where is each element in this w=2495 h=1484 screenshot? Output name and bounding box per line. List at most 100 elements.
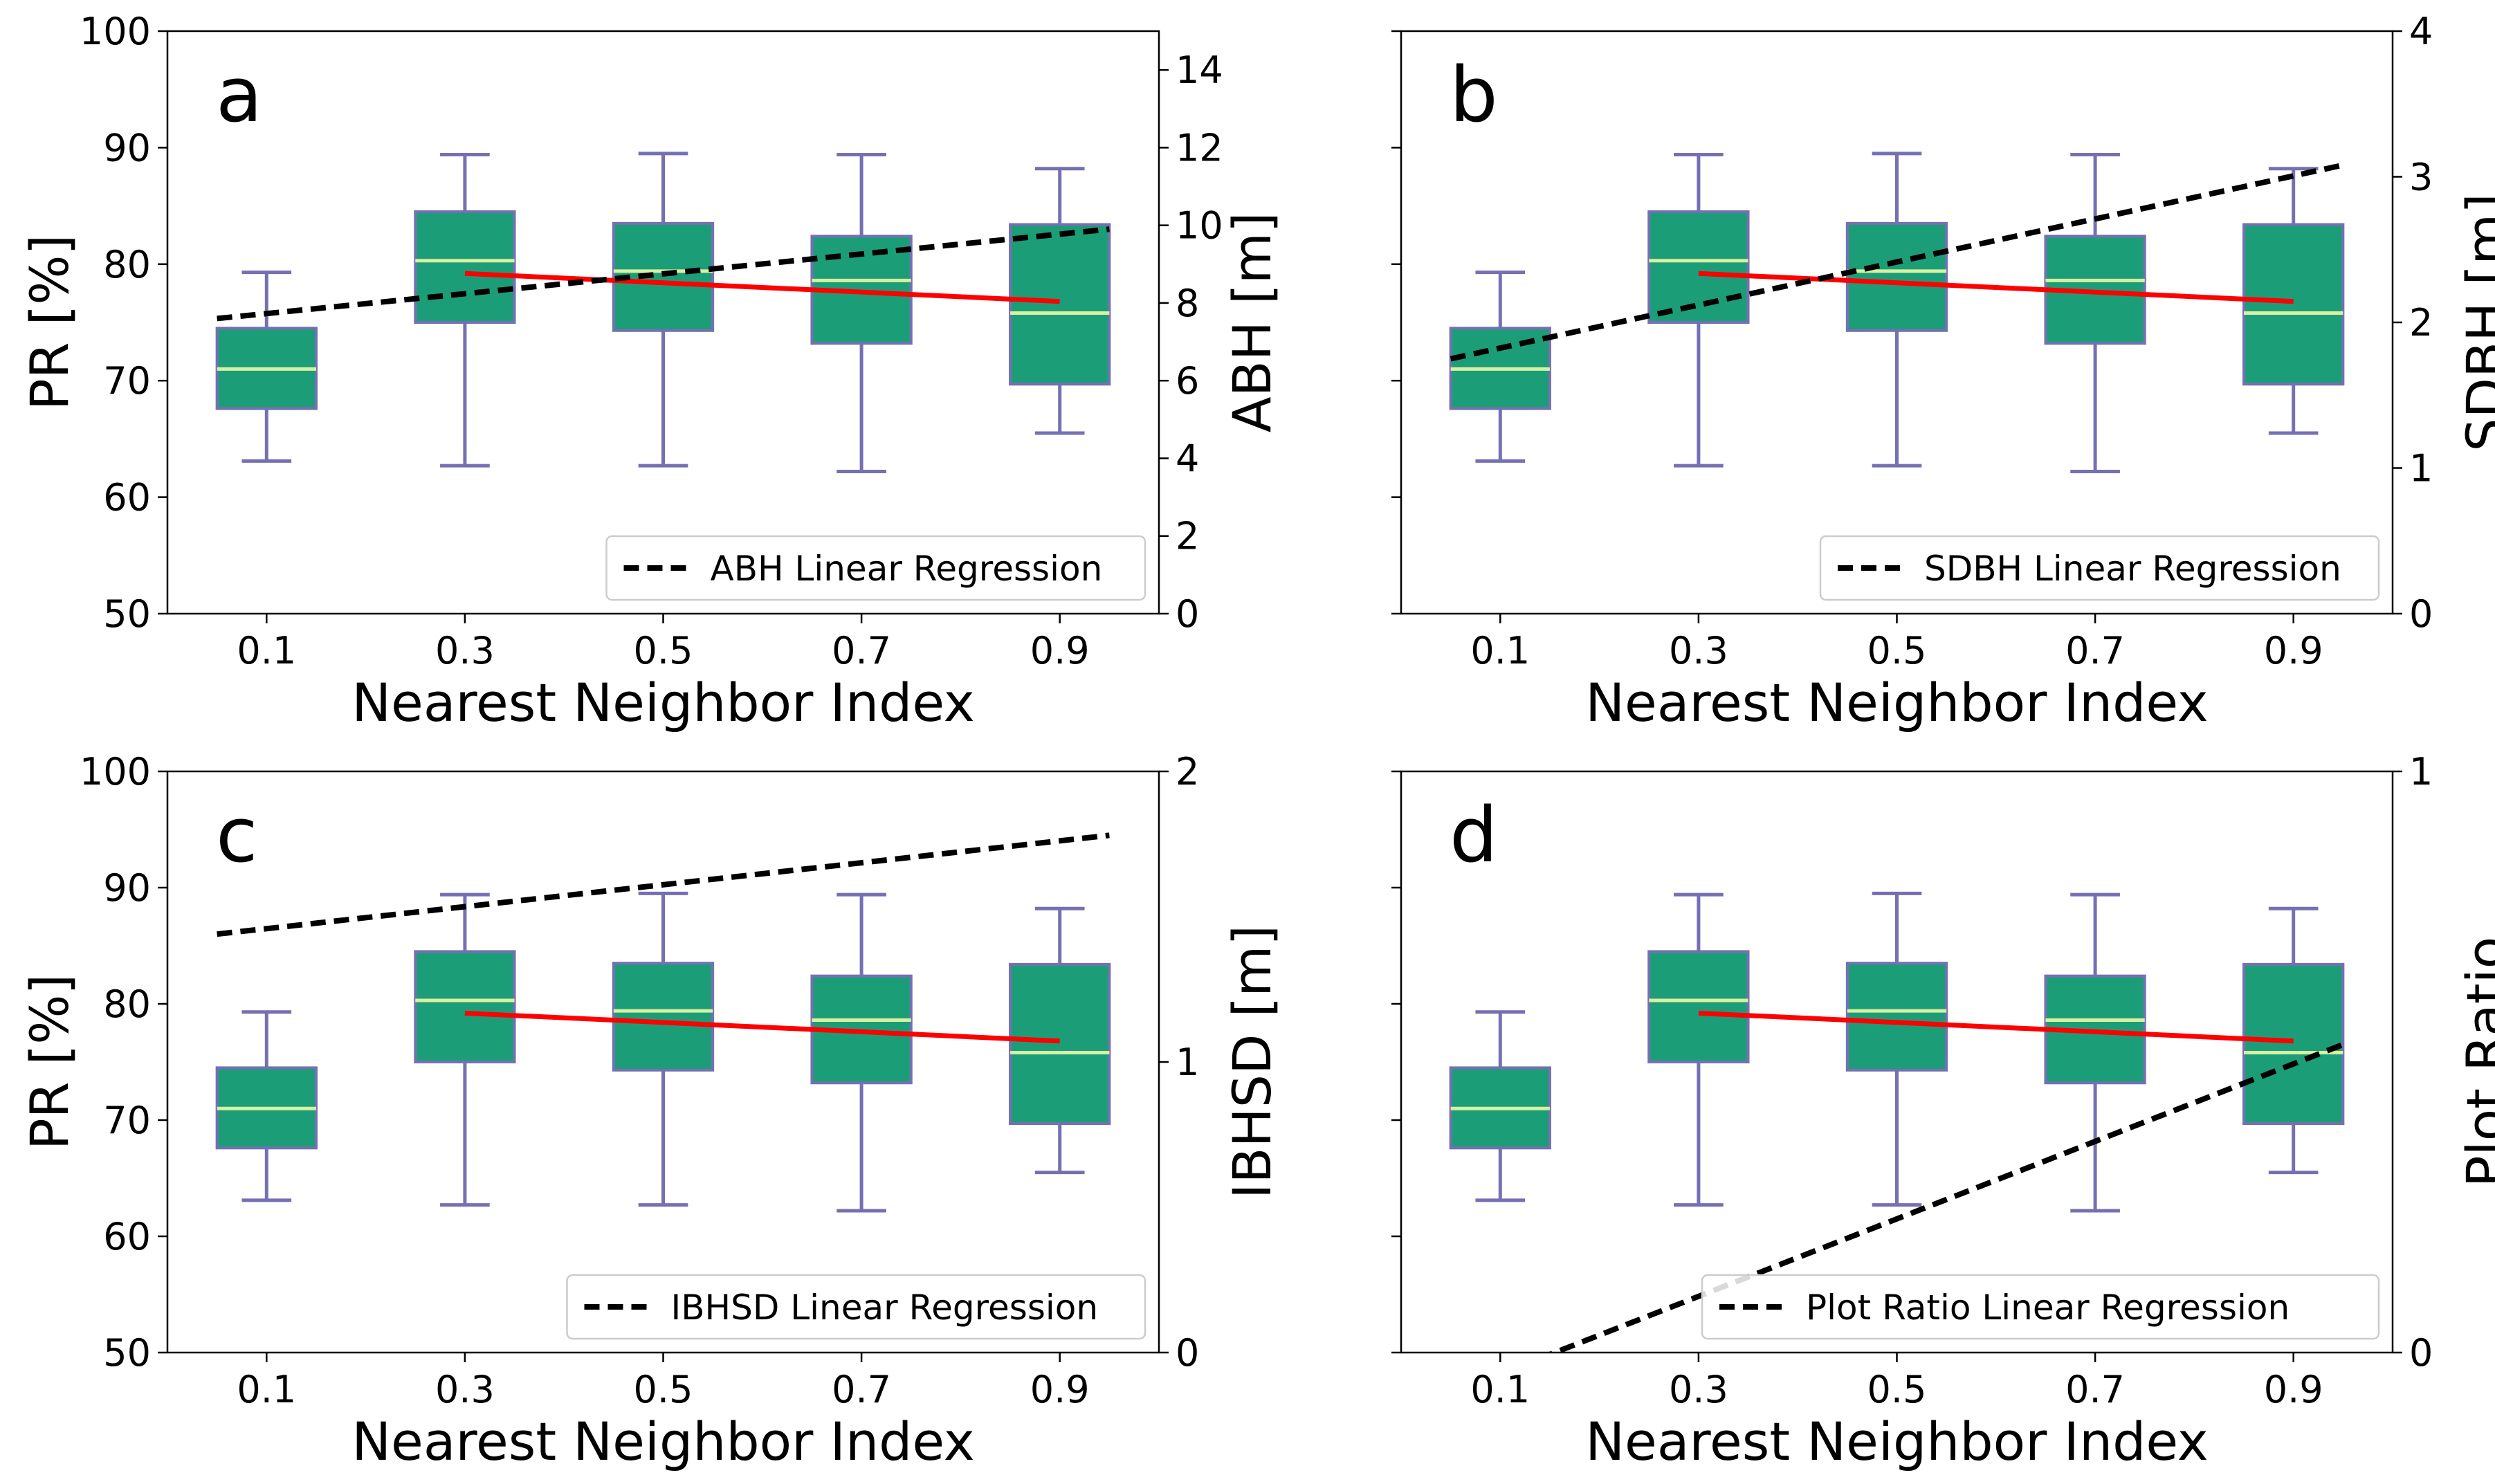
legend-box: [566, 1274, 1146, 1340]
box-iqr: [612, 221, 715, 332]
y-tick-label: 60: [103, 476, 151, 520]
y2-tick-label: 3: [2409, 156, 2433, 199]
legend: SDBH Linear Regression: [1819, 535, 2380, 601]
box-iqr: [2242, 223, 2345, 386]
box-0.7: [810, 892, 913, 1213]
x-axis-label: Nearest Neighbor Index: [351, 672, 975, 733]
y2-tick-label: 2: [2409, 301, 2433, 345]
legend-box: [1819, 535, 2380, 601]
panel-c: 50 60 70 80 90 100 0 1 2 0.1 0.3 0.5 0.7 0.9 Nearest N…: [19, 750, 1283, 1472]
legend-label: IBHSD Linear Regression: [671, 1288, 1099, 1328]
box-0.3: [414, 153, 516, 468]
box-iqr: [612, 962, 715, 1072]
pr-regression-line: [1698, 271, 2294, 304]
y2-tick-label: 12: [1176, 126, 1223, 170]
pr-regression-line: [1698, 1010, 2294, 1044]
box-0.3: [1647, 892, 1750, 1207]
legend-label: Plot Ratio Linear Regression: [1806, 1288, 2290, 1328]
box-0.1: [1449, 1010, 1551, 1202]
x-tick-label: 0.1: [237, 629, 296, 672]
box-0.7: [2044, 153, 2146, 474]
box-0.9: [2242, 906, 2345, 1175]
y-tick-label: 90: [103, 126, 151, 170]
x-tick-label: 0.9: [2264, 1368, 2323, 1411]
pr-regression-line: [464, 271, 1060, 304]
y2-tick-label: 0: [1176, 1331, 1199, 1375]
y-axis-label: PR [%]: [19, 235, 80, 410]
x-tick-label: 0.5: [1867, 629, 1927, 672]
box-0.9: [1009, 906, 1111, 1175]
secondary-regression-line: [217, 226, 1110, 322]
x-tick-label: 0.9: [1030, 1368, 1090, 1411]
legend: Plot Ratio Linear Regression: [1701, 1274, 2380, 1340]
plot-area: [215, 152, 1111, 474]
x-tick-label: 0.9: [1030, 629, 1090, 672]
y2-axis-label: ABH [m]: [1221, 212, 1283, 433]
box-0.3: [414, 892, 516, 1207]
x-tick-label: 0.7: [2065, 1368, 2125, 1411]
y-axis-label: PR [%]: [19, 974, 80, 1150]
panel-letter: a: [216, 51, 262, 139]
box-iqr: [1009, 962, 1111, 1126]
plot-area: [215, 832, 1111, 1213]
box-0.5: [1845, 891, 1948, 1207]
y-tick-label: 60: [103, 1215, 151, 1258]
y2-tick-label: 10: [1176, 204, 1223, 248]
panel-b: 0 1 2 3 4 0.1 0.3 0.5 0.7 0.9 Nearest Neighbor Ind…: [1391, 10, 2495, 733]
x-tick-label: 0.1: [1470, 1368, 1530, 1411]
x-tick-label: 0.1: [1470, 629, 1530, 672]
secondary-regression-line: [217, 832, 1110, 937]
box-0.1: [215, 1010, 318, 1202]
x-axis-label: Nearest Neighbor Index: [1585, 672, 2209, 733]
y2-tick-label: 8: [1176, 282, 1199, 325]
y-tick-label: 70: [103, 1099, 151, 1142]
panel-a: 50 60 70 80 90 100 0 2 4 6 8 10 12 14 0.1 0.3 0.5 0.7 0.9 N…: [19, 10, 1283, 733]
y-tick-label: 100: [80, 10, 151, 53]
panel-letter: b: [1450, 51, 1498, 139]
plot-area: [1449, 891, 2345, 1353]
box-0.1: [1449, 271, 1551, 463]
y2-tick-label: 1: [2409, 447, 2433, 491]
box-iqr: [414, 210, 516, 324]
y2-tick-label: 0: [2409, 592, 2433, 636]
x-tick-label: 0.1: [237, 1368, 296, 1411]
legend: IBHSD Linear Regression: [566, 1274, 1146, 1340]
box-0.5: [612, 891, 715, 1207]
plot-area: [1449, 152, 2345, 474]
legend-box: [1701, 1274, 2380, 1340]
x-axis-label: Nearest Neighbor Index: [351, 1411, 975, 1472]
panel-letter: d: [1450, 791, 1498, 879]
box-0.7: [2044, 892, 2146, 1213]
x-tick-label: 0.9: [2264, 629, 2323, 672]
x-tick-label: 0.5: [1867, 1368, 1927, 1411]
legend: ABH Linear Regression: [605, 535, 1146, 601]
y2-tick-label: 4: [2409, 10, 2433, 53]
x-axis-label: Nearest Neighbor Index: [1585, 1411, 2209, 1472]
y2-tick-label: 6: [1176, 359, 1199, 403]
x-tick-label: 0.3: [435, 1368, 495, 1411]
box-0.1: [215, 271, 318, 463]
x-tick-label: 0.5: [634, 629, 693, 672]
y-tick-label: 80: [103, 982, 151, 1026]
box-iqr: [414, 950, 516, 1064]
box-0.7: [810, 153, 913, 474]
y2-tick-label: 2: [1176, 750, 1199, 794]
y2-tick-label: 0: [1176, 592, 1199, 636]
box-0.9: [1009, 167, 1111, 435]
box-iqr: [1009, 223, 1111, 386]
y2-axis-label: IBHSD [m]: [1221, 925, 1283, 1199]
y2-axis-label: SDBH [m]: [2455, 193, 2495, 452]
y2-axis-label: Plot Ratio: [2455, 937, 2495, 1188]
box-iqr: [1647, 210, 1750, 324]
x-tick-label: 0.7: [2065, 629, 2125, 672]
y2-tick-label: 2: [1176, 515, 1199, 558]
panel-letter: c: [216, 791, 257, 879]
y-tick-label: 80: [103, 243, 151, 286]
box-iqr: [1845, 962, 1948, 1072]
legend-label: SDBH Linear Regression: [1924, 549, 2341, 589]
x-tick-label: 0.3: [1669, 1368, 1728, 1411]
y-tick-label: 90: [103, 866, 151, 910]
box-0.3: [1647, 153, 1750, 468]
legend-label: ABH Linear Regression: [711, 549, 1103, 589]
